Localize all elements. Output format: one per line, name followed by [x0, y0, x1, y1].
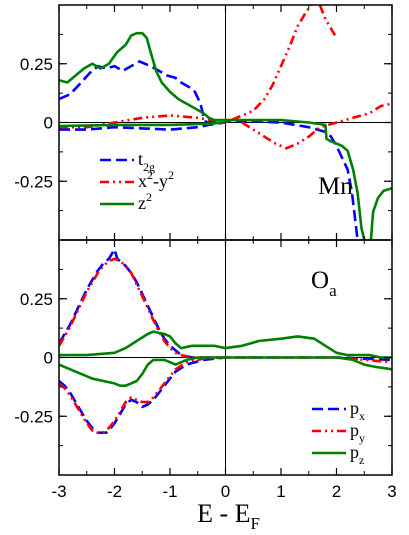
x-axis-label: E - EF [197, 499, 260, 533]
series-line-z [59, 121, 226, 128]
panel-label: Mn [318, 173, 353, 200]
series-line-t2g [59, 121, 226, 131]
x-axis-label-sub: F [251, 514, 260, 533]
y-tick-label: 0 [44, 114, 53, 133]
series-line-z [369, 187, 392, 240]
series-line-x [241, 102, 392, 150]
series-line-pz [59, 330, 392, 359]
series-line-t2g [59, 60, 359, 240]
series-line-pz [59, 356, 392, 387]
series-line-x [318, 5, 338, 39]
legend-entry: z2 [138, 190, 152, 213]
legend-entry: t2g [138, 149, 155, 174]
legend-entry: pz [350, 442, 364, 467]
x-tick-label: -1 [162, 482, 177, 501]
legend-entry: px [350, 398, 365, 423]
series-line-px [59, 248, 226, 359]
legend-entry: x2-y2 [138, 168, 174, 191]
x-tick-label: -3 [51, 482, 66, 501]
panel-label: Oa [311, 267, 337, 300]
x-tick-label: 2 [332, 482, 341, 501]
x-axis: -3 -2 -1 0 1 2 3 [51, 482, 396, 501]
x-tick-label: 1 [276, 482, 285, 501]
y-tick-label: 0.25 [20, 55, 53, 74]
series-line-py [59, 257, 226, 359]
y-tick-label: -0.25 [14, 172, 53, 191]
y-tick-label: 0 [44, 349, 53, 368]
series-line-z [59, 31, 366, 240]
y-tick-label: -0.25 [14, 407, 53, 426]
x-tick-label: -2 [107, 482, 122, 501]
y-tick-label: 0.25 [20, 290, 53, 309]
legend-entry: py [350, 420, 365, 445]
x-tick-label: 0 [221, 482, 230, 501]
x-tick-label: 3 [387, 482, 396, 501]
series-line-px [59, 356, 392, 434]
